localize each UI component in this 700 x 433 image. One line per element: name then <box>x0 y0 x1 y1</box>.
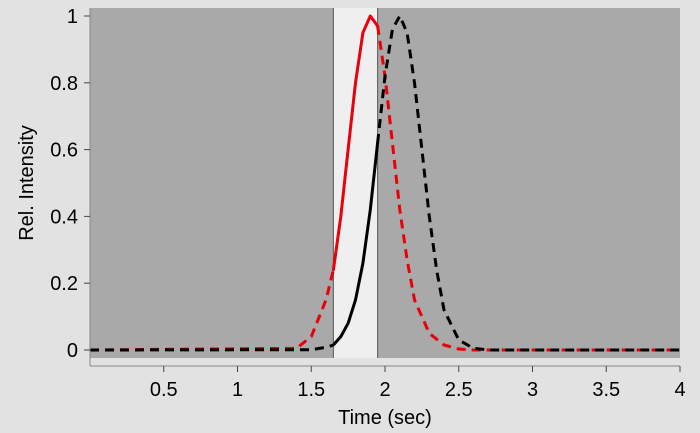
x-tick-label: 4 <box>674 379 685 401</box>
x-tick-label: 1.5 <box>297 379 325 401</box>
series-1-line-solid <box>331 141 380 347</box>
axis-layer: 0.5 1 1.5 2 2.5 3 3.5 4 0 0.2 0.4 0.6 0.8 1 <box>50 6 685 401</box>
x-tick-label: 2 <box>379 379 390 401</box>
y-axis-label: Rel. Intensity <box>16 125 38 241</box>
y-tick-label: 0.8 <box>50 73 78 95</box>
y-tick-label: 0 <box>67 340 78 362</box>
x-tick-label: 2.5 <box>445 379 473 401</box>
y-tick-label: 0.2 <box>50 273 78 295</box>
y-tick-label: 0.4 <box>50 206 78 228</box>
x-tick-label: 0.5 <box>150 379 178 401</box>
series-1-line-left-dashed <box>89 343 334 352</box>
series-0-line-solid <box>331 14 380 272</box>
x-axis-label: Time (sec) <box>338 407 432 429</box>
x-tick-label: 1 <box>232 379 243 401</box>
series-layer <box>89 14 680 352</box>
plot-background <box>90 8 680 358</box>
y-tick-label: 1 <box>67 6 78 28</box>
highlight-window <box>333 8 378 358</box>
x-tick-label: 3 <box>527 379 538 401</box>
x-tick-label: 3.5 <box>592 379 620 401</box>
series-0-line-right-dashed <box>376 25 680 352</box>
y-tick-label: 0.6 <box>50 140 78 162</box>
